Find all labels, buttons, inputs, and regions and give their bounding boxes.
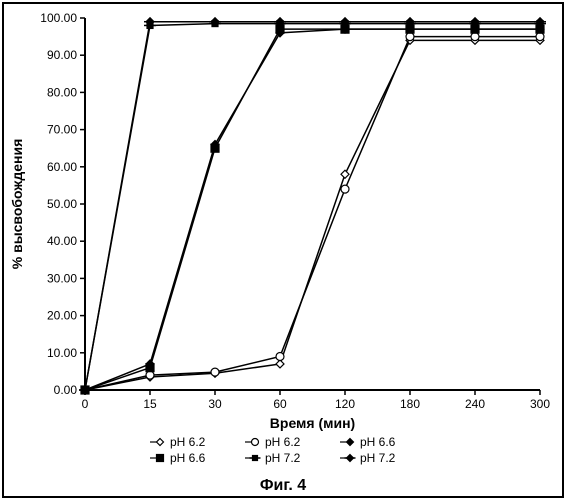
y-tick-label: 60.00 xyxy=(47,160,77,174)
x-tick-label: 180 xyxy=(400,397,420,411)
marker xyxy=(341,185,349,193)
figure-caption: Фиг. 4 xyxy=(260,477,306,494)
marker xyxy=(144,18,156,26)
x-axis-label: Время (мин) xyxy=(270,415,355,431)
marker xyxy=(157,439,164,446)
marker xyxy=(250,456,261,461)
marker xyxy=(534,18,546,26)
y-tick-label: 10.00 xyxy=(47,346,77,360)
line-chart: 0.00 10.00 20.00 30.00 40.00 50.00 60.00 70.00 8… xyxy=(0,0,566,500)
x-tick-label: 60 xyxy=(273,397,287,411)
series-line xyxy=(85,29,540,390)
marker xyxy=(252,439,259,446)
y-axis-label: % высвобождения xyxy=(9,139,25,270)
marker xyxy=(274,18,286,26)
x-tick-label: 15 xyxy=(143,397,157,411)
series-line xyxy=(85,37,540,390)
y-tick-label: 100.00 xyxy=(40,11,77,25)
legend-label: pH 6.2 xyxy=(170,435,206,449)
x-tick-label: 240 xyxy=(465,397,485,411)
legend-label: pH 7.2 xyxy=(360,451,396,465)
marker xyxy=(339,18,351,26)
series-line xyxy=(85,24,540,390)
x-tick-label: 30 xyxy=(208,397,222,411)
y-tick-label: 50.00 xyxy=(47,197,77,211)
marker xyxy=(211,368,219,376)
y-tick-label: 0.00 xyxy=(54,383,78,397)
marker xyxy=(211,144,219,152)
marker xyxy=(276,353,284,361)
y-tick-label: 90.00 xyxy=(47,48,77,62)
marker xyxy=(146,364,154,372)
marker xyxy=(469,18,481,26)
y-tick-label: 20.00 xyxy=(47,309,77,323)
marker xyxy=(209,18,221,26)
y-tick-label: 70.00 xyxy=(47,123,77,137)
legend-label: pH 6.6 xyxy=(170,451,206,465)
series-line xyxy=(85,22,540,390)
legend-label: pH 6.6 xyxy=(360,435,396,449)
marker xyxy=(341,170,349,178)
y-tick-label: 40.00 xyxy=(47,234,77,248)
marker xyxy=(146,371,154,379)
x-tick-label: 300 xyxy=(530,397,550,411)
marker xyxy=(347,439,354,446)
series-line xyxy=(85,29,540,390)
y-tick-label: 30.00 xyxy=(47,271,77,285)
marker xyxy=(276,360,284,368)
marker xyxy=(157,455,164,462)
chart-container: 0.00 10.00 20.00 30.00 40.00 50.00 60.00 70.00 8… xyxy=(0,0,566,500)
legend-label: pH 6.2 xyxy=(265,435,301,449)
series-line xyxy=(85,40,540,390)
legend-label: pH 7.2 xyxy=(265,451,301,465)
x-tick-label: 0 xyxy=(82,397,89,411)
y-tick-label: 80.00 xyxy=(47,85,77,99)
x-tick-label: 120 xyxy=(335,397,355,411)
marker xyxy=(345,455,356,462)
marker xyxy=(404,18,416,26)
